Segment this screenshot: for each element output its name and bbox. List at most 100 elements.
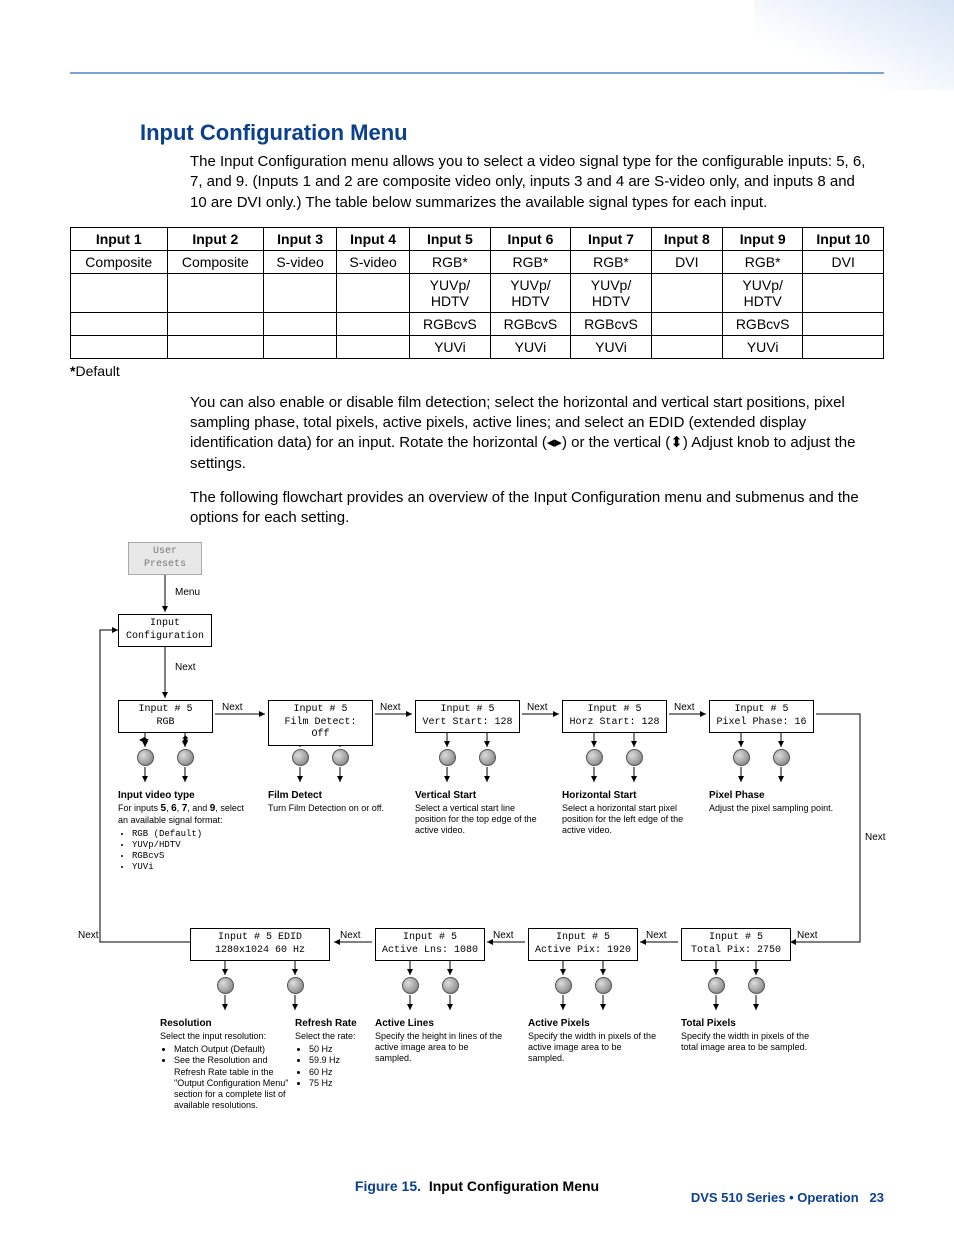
table-cell: YUVp/HDTV: [490, 273, 571, 312]
table-cell: [264, 273, 337, 312]
table-cell: [264, 335, 337, 358]
next-r1-4: Next: [674, 702, 695, 713]
page-gradient: [754, 0, 954, 90]
user-presets-box: UserPresets: [128, 542, 202, 575]
list-item: 59.9 Hz: [309, 1055, 375, 1066]
table-cell: [803, 273, 884, 312]
table-cell: DVI: [803, 250, 884, 273]
table-cell: DVI: [651, 250, 722, 273]
next-r2-2: Next: [493, 930, 514, 941]
table-header: Input 6: [490, 227, 571, 250]
top-rule: [70, 72, 884, 74]
table-cell: YUVp/HDTV: [571, 273, 652, 312]
table-cell: [264, 312, 337, 335]
row1-box4: Input # 5Horz Start: 128: [562, 700, 667, 733]
table-cell: RGBcvS: [410, 312, 491, 335]
next-r1-1: Next: [222, 702, 243, 713]
next-r1-3: Next: [527, 702, 548, 713]
next-r2-1: Next: [340, 930, 361, 941]
next-r2-3: Next: [646, 930, 667, 941]
table-cell: YUVp/HDTV: [722, 273, 803, 312]
default-note: *Default: [70, 363, 884, 379]
para3: The following flowchart provides an over…: [190, 488, 874, 529]
list-item: 60 Hz: [309, 1067, 375, 1078]
table-cell: S-video: [264, 250, 337, 273]
table-cell: RGB*: [410, 250, 491, 273]
table-cell: RGB*: [722, 250, 803, 273]
table-cell: [71, 273, 168, 312]
next-r1-2: Next: [380, 702, 401, 713]
table-cell: [337, 312, 410, 335]
table-cell: YUVp/HDTV: [410, 273, 491, 312]
desc-active-lines: Active LinesSpecify the height in lines …: [375, 1018, 505, 1064]
next-label-1: Next: [175, 662, 196, 673]
list-item: YUVi: [132, 862, 248, 873]
table-cell: [803, 312, 884, 335]
desc-refresh-rate: Refresh RateSelect the rate: 50 Hz59.9 H…: [295, 1018, 375, 1089]
table-cell: [337, 273, 410, 312]
desc-total-pixels: Total PixelsSpecify the width in pixels …: [681, 1018, 811, 1053]
table-row: CompositeCompositeS-videoS-videoRGB*RGB*…: [71, 250, 884, 273]
table-cell: RGB*: [571, 250, 652, 273]
table-cell: YUVi: [722, 335, 803, 358]
signal-table: Input 1Input 2Input 3Input 4Input 5Input…: [70, 227, 884, 359]
list-item: 50 Hz: [309, 1044, 375, 1055]
list-item: RGB (Default): [132, 829, 248, 840]
row1-box1: Input # 5RGB: [118, 700, 213, 733]
para2: You can also enable or disable film dete…: [190, 393, 874, 474]
table-cell: YUVi: [490, 335, 571, 358]
table-row: RGBcvSRGBcvSRGBcvSRGBcvS: [71, 312, 884, 335]
table-header: Input 1: [71, 227, 168, 250]
desc-resolution: ResolutionSelect the input resolution: M…: [160, 1018, 290, 1111]
table-cell: [167, 273, 264, 312]
table-header: Input 3: [264, 227, 337, 250]
list-item: RGBcvS: [132, 851, 248, 862]
next-r1-right: Next: [865, 832, 886, 843]
table-cell: [167, 335, 264, 358]
next-left-loop: Next: [78, 930, 99, 941]
next-r2-4: Next: [797, 930, 818, 941]
row1-box5: Input # 5Pixel Phase: 16: [709, 700, 814, 733]
table-cell: RGBcvS: [722, 312, 803, 335]
table-cell: [71, 335, 168, 358]
input-config-box: InputConfiguration: [118, 614, 212, 647]
table-cell: YUVi: [410, 335, 491, 358]
row1-box2: Input # 5Film Detect: Off: [268, 700, 373, 746]
row2-box3: Input # 5Active Pix: 1920: [528, 928, 638, 961]
table-cell: [651, 312, 722, 335]
table-cell: S-video: [337, 250, 410, 273]
page-footer: DVS 510 Series • Operation 23: [691, 1190, 884, 1205]
row2-box4: Input # 5Total Pix: 2750: [681, 928, 791, 961]
table-header: Input 7: [571, 227, 652, 250]
table-cell: [803, 335, 884, 358]
table-cell: YUVi: [571, 335, 652, 358]
svg-text:⬍: ⬍: [182, 735, 189, 744]
table-cell: [167, 312, 264, 335]
table-row: YUViYUViYUViYUVi: [71, 335, 884, 358]
table-cell: [71, 312, 168, 335]
list-item: YUVp/HDTV: [132, 840, 248, 851]
table-header: Input 10: [803, 227, 884, 250]
row1-box3: Input # 5Vert Start: 128: [415, 700, 520, 733]
row2-box1: Input # 5 EDID1280x1024 60 Hz: [190, 928, 330, 961]
table-cell: [651, 335, 722, 358]
desc-pixel-phase: Pixel PhaseAdjust the pixel sampling poi…: [709, 790, 839, 814]
menu-label: Menu: [175, 587, 200, 598]
table-cell: RGBcvS: [571, 312, 652, 335]
table-cell: Composite: [167, 250, 264, 273]
table-header: Input 2: [167, 227, 264, 250]
table-row: YUVp/HDTVYUVp/HDTVYUVp/HDTVYUVp/HDTV: [71, 273, 884, 312]
flowchart: ◂▸ ⬍ UserPresets Menu InputConfiguration…: [70, 542, 884, 1162]
table-header: Input 8: [651, 227, 722, 250]
table-header: Input 4: [337, 227, 410, 250]
table-cell: Composite: [71, 250, 168, 273]
row2-box2: Input # 5Active Lns: 1080: [375, 928, 485, 961]
table-cell: [651, 273, 722, 312]
section-title: Input Configuration Menu: [140, 120, 884, 146]
intro-para: The Input Configuration menu allows you …: [190, 152, 874, 213]
desc-vert-start: Vertical StartSelect a vertical start li…: [415, 790, 545, 836]
table-cell: RGBcvS: [490, 312, 571, 335]
table-header: Input 9: [722, 227, 803, 250]
desc-input-video-type: Input video type For inputs 5, 6, 7, and…: [118, 790, 248, 873]
table-header: Input 5: [410, 227, 491, 250]
